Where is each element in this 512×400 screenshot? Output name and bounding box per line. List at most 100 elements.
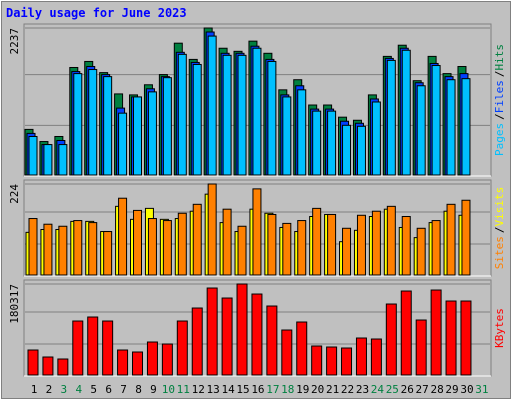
chart-title: Daily usage for June 2023	[6, 6, 187, 20]
bar	[192, 203, 202, 276]
legend-entry: Sites	[493, 236, 506, 269]
bar	[267, 60, 277, 176]
bar	[431, 65, 441, 176]
bar	[207, 183, 217, 276]
bar	[147, 91, 157, 176]
bar	[356, 214, 366, 276]
bar	[146, 341, 158, 376]
bar	[72, 320, 84, 376]
bar	[88, 222, 98, 276]
x-tick-label: 14	[221, 383, 235, 396]
bar	[192, 63, 202, 176]
x-tick-label: 17	[266, 383, 279, 396]
x-tick-label: 31	[475, 383, 488, 396]
bar	[102, 320, 114, 376]
bar	[73, 220, 83, 276]
bar	[370, 338, 382, 376]
legend: KBytes	[493, 308, 506, 348]
bar	[282, 96, 292, 176]
bar	[446, 203, 456, 276]
bar	[416, 227, 426, 276]
bar	[236, 283, 248, 376]
x-tick-label: 23	[356, 383, 369, 396]
bar	[400, 290, 412, 376]
bar	[251, 293, 263, 376]
bar	[297, 89, 307, 176]
bar	[118, 112, 128, 176]
bar	[267, 213, 277, 276]
bar	[207, 35, 217, 176]
bar	[386, 59, 396, 176]
bar	[342, 227, 352, 276]
bar	[252, 47, 262, 176]
bar	[222, 208, 232, 276]
bar	[327, 213, 337, 276]
bar	[177, 212, 187, 276]
bar	[252, 188, 262, 276]
x-tick-label: 18	[281, 383, 294, 396]
x-tick-label: 27	[416, 383, 429, 396]
bar	[161, 343, 173, 376]
legend-entry: KBytes	[493, 308, 506, 348]
bar	[222, 54, 232, 176]
x-tick-label: 21	[326, 383, 339, 396]
bar	[87, 316, 99, 376]
bar	[385, 303, 397, 376]
bar	[103, 231, 113, 276]
x-tick-label: 4	[75, 383, 82, 396]
x-tick-label: 9	[150, 383, 157, 396]
bar	[327, 110, 337, 176]
legend-separator: /	[493, 113, 506, 120]
x-tick-label: 1	[31, 383, 38, 396]
legend-entry: Visits	[493, 187, 506, 227]
bar	[296, 321, 308, 376]
bar	[386, 205, 396, 276]
bar	[342, 124, 352, 176]
bar	[206, 287, 218, 376]
bar	[326, 346, 338, 376]
bar	[42, 356, 54, 376]
bar	[43, 144, 53, 176]
bar	[162, 220, 172, 276]
x-tick-label: 15	[236, 383, 249, 396]
y-tick-label: 224	[8, 184, 21, 204]
bar	[237, 225, 247, 276]
bar	[57, 358, 69, 376]
bar	[445, 300, 457, 376]
legend: Pages/Files/Hits	[493, 44, 506, 156]
bar	[281, 329, 293, 376]
bar	[297, 220, 307, 276]
x-tick-label: 28	[430, 383, 443, 396]
bar	[162, 77, 172, 176]
bar	[88, 69, 98, 176]
x-tick-label: 10	[162, 383, 175, 396]
x-tick-label: 30	[460, 383, 473, 396]
bar	[341, 347, 353, 376]
legend-entry: Hits	[493, 44, 506, 71]
legend-entry: Pages	[493, 123, 506, 156]
bar	[356, 125, 366, 176]
x-tick-label: 19	[296, 383, 309, 396]
x-tick-label: 22	[341, 383, 354, 396]
bar	[221, 297, 233, 376]
legend-separator: /	[493, 227, 506, 234]
x-tick-label: 7	[120, 383, 127, 396]
x-tick-label: 2	[46, 383, 53, 396]
x-tick-label: 24	[371, 383, 385, 396]
bar	[28, 218, 38, 276]
bar	[117, 349, 129, 376]
bar	[312, 110, 322, 176]
bar	[58, 144, 68, 176]
bar	[312, 207, 322, 276]
bar	[27, 349, 39, 376]
bar	[58, 225, 68, 276]
bar	[461, 199, 471, 276]
bar	[401, 216, 411, 276]
y-tick-label: 2237	[8, 28, 21, 55]
bar	[28, 135, 38, 176]
legend-separator: /	[493, 71, 506, 78]
x-tick-label: 16	[251, 383, 264, 396]
x-tick-label: 5	[90, 383, 97, 396]
bar	[73, 73, 83, 176]
